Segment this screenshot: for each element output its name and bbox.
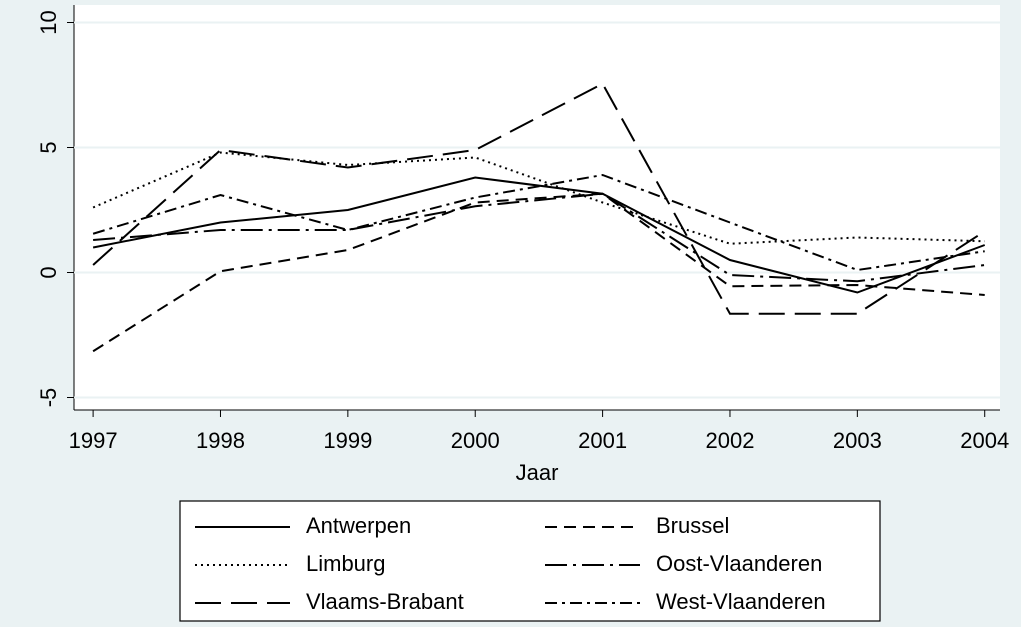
x-tick-label: 2002 <box>705 428 754 453</box>
x-tick-label: 2003 <box>833 428 882 453</box>
legend <box>179 500 881 622</box>
legend-label: West-Vlaanderen <box>656 589 826 614</box>
x-tick-label: 2001 <box>578 428 627 453</box>
y-tick-label: 0 <box>36 266 61 278</box>
series-line <box>92 82 986 315</box>
legend-label: Limburg <box>306 551 385 576</box>
legend-label: Vlaams-Brabant <box>306 589 464 614</box>
x-tick-label: 1998 <box>196 428 245 453</box>
x-tick-label: 2000 <box>451 428 500 453</box>
legend-label: Oost-Vlaanderen <box>656 551 822 576</box>
x-tick-label: 1999 <box>323 428 372 453</box>
y-tick-label: -5 <box>36 388 61 408</box>
y-tick-label: 10 <box>36 10 61 34</box>
x-tick-label: 2004 <box>960 428 1009 453</box>
legend-label: Antwerpen <box>306 513 411 538</box>
series-line <box>92 151 985 245</box>
legend-label: Brussel <box>656 513 729 538</box>
series-line <box>92 173 985 272</box>
y-tick-label: 5 <box>36 141 61 153</box>
series-line <box>93 192 985 283</box>
plot-area <box>74 5 1000 410</box>
x-tick-label: 1997 <box>69 428 118 453</box>
series-line <box>92 192 985 353</box>
x-axis-label: Jaar <box>516 460 559 485</box>
